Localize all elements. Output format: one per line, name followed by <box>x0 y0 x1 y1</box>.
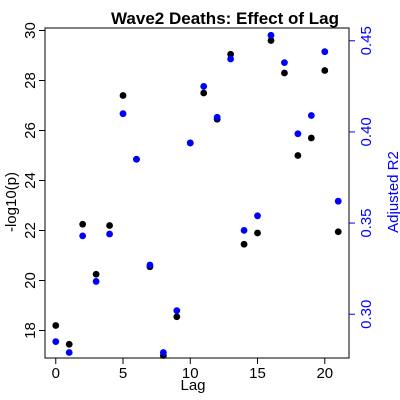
adjusted-r2-point <box>281 59 288 67</box>
chart-title: Wave2 Deaths: Effect of Lag <box>111 9 339 28</box>
log-p-point <box>119 92 127 99</box>
y2-tick-label: 0.35 <box>358 208 375 237</box>
y-tick-label: 24 <box>22 172 39 189</box>
adjusted-r2-point <box>159 349 167 356</box>
y-tick-label: 18 <box>22 322 39 339</box>
adjusted-r2-point <box>92 278 100 285</box>
log-p-point <box>200 89 208 97</box>
log-p-point <box>106 222 113 229</box>
x-tick-label: 20 <box>316 365 333 382</box>
log-p-point <box>281 69 288 77</box>
log-p-point <box>254 229 261 237</box>
x-tick-label: 5 <box>119 365 127 382</box>
log-p-point <box>294 152 302 159</box>
adjusted-r2-point <box>186 139 194 147</box>
log-p-point <box>79 220 87 228</box>
adjusted-r2-point <box>254 212 261 220</box>
adjusted-r2-point <box>146 261 154 269</box>
y-axis: 18 20 22 24 26 28 30 <box>22 22 45 339</box>
y2-axis: 0.30 0.35 0.40 0.45 <box>349 26 375 329</box>
adjusted-r2-point <box>321 48 329 56</box>
adjusted-r2-point <box>119 110 127 118</box>
log-p-point <box>65 340 73 348</box>
adjusted-r2-point <box>65 349 73 356</box>
adjusted-r2-point <box>79 232 87 240</box>
y2-tick-label: 0.45 <box>358 26 375 55</box>
data-points <box>52 31 342 359</box>
adjusted-r2-point <box>227 55 235 63</box>
adjusted-r2-point <box>173 307 181 314</box>
y-tick-label: 22 <box>22 222 39 239</box>
adjusted-r2-point <box>52 338 60 345</box>
plot-frame <box>44 27 350 359</box>
y2-tick-label: 0.30 <box>358 300 375 329</box>
adjusted-r2-point <box>267 31 275 39</box>
x-tick-label: 0 <box>52 365 60 382</box>
log-p-point <box>92 270 100 278</box>
y-tick-label: 26 <box>22 122 39 139</box>
y-tick-label: 28 <box>22 72 39 89</box>
log-p-point <box>52 322 60 329</box>
adjusted-r2-point <box>133 155 140 163</box>
adjusted-r2-point <box>307 112 315 119</box>
y2-tick-label: 0.40 <box>358 117 375 146</box>
adjusted-r2-point <box>294 130 302 138</box>
y-axis-label: -log10(p) <box>3 172 20 232</box>
log-p-point <box>321 67 329 74</box>
y-tick-label: 20 <box>22 272 39 289</box>
adjusted-r2-point <box>334 197 342 205</box>
adjusted-r2-point <box>213 113 221 121</box>
adjusted-r2-point <box>200 82 208 90</box>
adjusted-r2-point <box>240 226 248 234</box>
x-tick-label: 15 <box>249 365 266 382</box>
x-axis: 0 5 10 15 20 <box>52 358 333 382</box>
x-tick-label: 10 <box>182 365 199 382</box>
log-p-point <box>173 313 181 321</box>
y2-axis-label: Adjusted R2 <box>385 151 400 233</box>
log-p-point <box>267 37 275 44</box>
x-axis-label: Lag <box>180 377 205 394</box>
y-tick-label: 30 <box>22 22 39 39</box>
log-p-point <box>240 240 248 248</box>
log-p-point <box>227 50 235 58</box>
log-p-point <box>307 134 315 142</box>
log-p-point <box>334 228 342 236</box>
adjusted-r2-point <box>106 230 113 238</box>
